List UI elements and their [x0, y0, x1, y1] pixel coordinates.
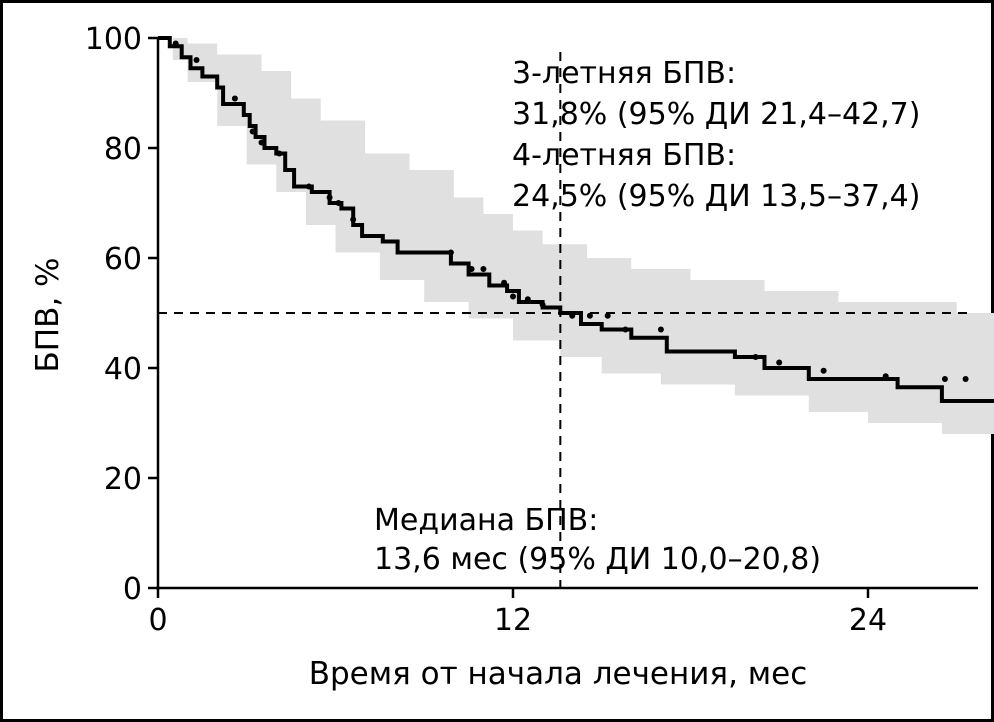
censor-mark: [172, 40, 179, 47]
x-tick-label: 12: [494, 603, 532, 638]
x-tick-label: 0: [148, 603, 167, 638]
x-tick-label: 24: [849, 603, 887, 638]
three-year-title: 3-летняя БПВ:: [512, 56, 736, 91]
median-title: Медиана БПВ:: [374, 503, 598, 538]
censor-mark: [501, 279, 508, 286]
censor-mark: [820, 367, 827, 374]
censor-mark: [657, 326, 664, 333]
censor-mark: [586, 312, 593, 319]
censor-mark: [326, 194, 333, 201]
censor-mark: [539, 301, 546, 308]
censor-mark: [258, 139, 265, 146]
censor-mark: [193, 57, 200, 63]
x-axis-label: Время от начала лечения, мес: [309, 656, 808, 692]
censor-mark: [480, 266, 487, 272]
censor-mark: [468, 266, 475, 272]
censor-mark: [524, 296, 531, 303]
censor-mark: [776, 359, 783, 366]
censor-mark: [335, 200, 342, 206]
y-tick-label: 60: [104, 242, 142, 277]
censor-mark: [752, 354, 759, 360]
censor-mark: [604, 312, 611, 319]
censor-mark: [350, 216, 357, 223]
censor-mark: [447, 249, 454, 256]
censor-mark: [962, 376, 969, 382]
y-tick-label: 80: [104, 132, 142, 167]
censor-mark: [622, 326, 629, 333]
censor-mark: [231, 95, 238, 102]
censor-mark: [510, 293, 516, 300]
censor-mark: [882, 373, 889, 380]
censor-mark: [941, 376, 948, 382]
survival-curve: [158, 36, 994, 403]
censor-mark: [276, 150, 283, 157]
y-tick-label: 0: [123, 572, 142, 607]
four-year-value: 24,5% (95% ДИ 13,5–37,4): [512, 179, 920, 214]
confidence-band: [158, 38, 994, 434]
y-tick-label: 100: [85, 22, 142, 57]
censor-mark: [569, 312, 576, 319]
median-value: 13,6 мес (95% ДИ 10,0–20,8): [374, 542, 821, 577]
censor-mark: [305, 183, 312, 190]
y-tick-label: 20: [104, 462, 142, 497]
y-axis-label: БПВ, %: [30, 257, 66, 372]
four-year-title: 4-летняя БПВ:: [512, 138, 736, 173]
y-tick-label: 40: [104, 352, 142, 387]
three-year-value: 31,8% (95% ДИ 21,4–42,7): [512, 97, 920, 132]
censor-mark: [249, 128, 256, 135]
